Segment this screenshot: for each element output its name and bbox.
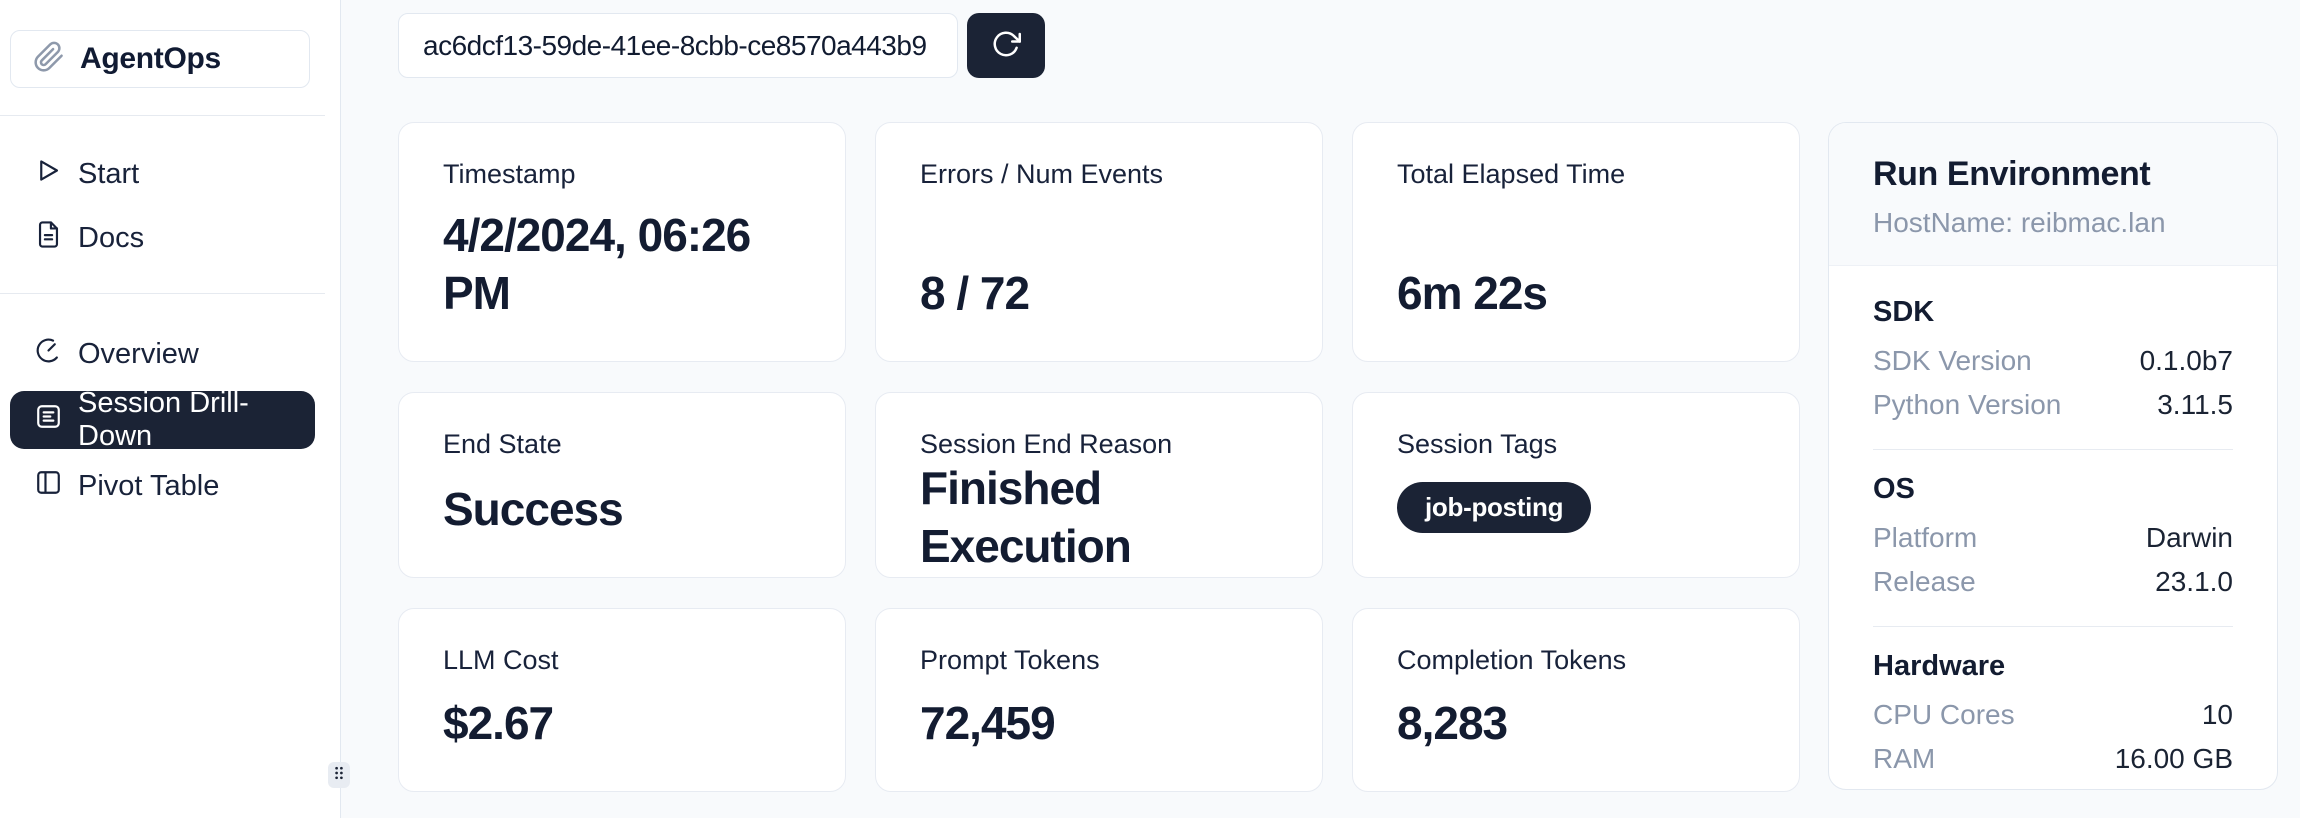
sidebar-item-label: Session Drill-Down [78,387,249,452]
env-row-label: Release [1873,565,1976,597]
run-environment-title: Run Environment [1873,155,2151,193]
refresh-icon [991,29,1021,62]
card-value: 8,283 [1397,697,1508,750]
paperclip-icon [33,41,65,78]
card-label: Prompt Tokens [920,645,1100,675]
sidebar-item-overview[interactable]: Overview [10,322,315,386]
env-row-label: CPU Cores [1873,698,2015,730]
card-value: Success [443,483,624,536]
section-heading-hardware: Hardware [1873,649,2006,682]
card-value: $2.67 [443,697,554,750]
brand-logo[interactable]: AgentOps [10,30,310,88]
env-row: Platform Darwin [1873,520,2233,557]
env-row-label: RAM [1873,742,1936,774]
sidebar-divider [0,115,325,116]
hostname-text: HostName: reibmac.lan [1873,207,2166,238]
env-row: Release 23.1.0 [1873,564,2233,601]
card-end-state: End State Success [398,392,846,578]
section-heading-sdk: SDK [1873,296,1935,328]
card-session-tags: Session Tags job-posting [1352,392,1800,578]
card-label: Session Tags [1397,429,1558,459]
sidebar-item-start[interactable]: Start [10,142,315,206]
env-row: SDK Version 0.1.0b7 [1873,343,2233,380]
env-row-value: 10 [2201,698,2233,730]
card-label: LLM Cost [443,645,559,675]
env-row-label: Platform [1873,521,1978,553]
sidebar-item-label: Overview [78,337,199,370]
session-tag-badge: job-posting [1397,482,1592,533]
sidebar-item-label: Start [78,157,140,190]
grip-dots-icon [332,765,346,786]
card-value: 8 / 72 [920,267,1030,320]
card-label: End State [443,429,562,459]
sidebar-primary-nav: Start Docs [10,142,315,270]
session-id-input[interactable] [398,13,958,78]
card-value: 72,459 [920,697,1056,750]
sidebar-item-session-drill-down[interactable]: Session Drill-Down [10,387,315,452]
card-value: Finished Execution [920,462,1132,572]
refresh-button[interactable] [967,13,1045,78]
metric-card-grid: Timestamp 4/2/2024, 06:26 PM Errors / Nu… [398,122,1800,792]
sidebar-item-label: Pivot Table [78,469,220,502]
sidebar-secondary-nav: Overview Session Drill-Down Pivot Table [10,322,315,518]
sidebar-item-docs[interactable]: Docs [10,206,315,270]
gauge-icon [34,336,63,373]
card-timestamp: Timestamp 4/2/2024, 06:26 PM [398,122,846,362]
env-row-value: 3.11.5 [2157,388,2233,420]
card-value: 4/2/2024, 06:26 PM [443,209,751,320]
env-row-value: Darwin [2145,521,2233,553]
env-row-value: 0.1.0b7 [2139,345,2233,376]
card-label: Errors / Num Events [920,159,1164,189]
play-icon [34,156,63,193]
card-errors-num-events: Errors / Num Events 8 / 72 [875,122,1323,362]
sidebar-item-label: Docs [78,221,145,254]
divider [1873,625,2233,627]
card-session-end-reason: Session End Reason Finished Execution [875,392,1323,578]
section-heading-os: OS [1873,472,1915,505]
split-panel-icon [34,468,63,505]
env-row-value: 23.1.0 [2155,565,2233,597]
card-value: 6m 22s [1397,267,1548,320]
card-total-elapsed-time: Total Elapsed Time 6m 22s [1352,122,1800,362]
brand-name: AgentOps [80,42,221,75]
env-row-value: 16.00 GB [2114,742,2233,774]
sidebar-item-pivot-table[interactable]: Pivot Table [10,454,315,518]
divider [1873,448,2233,450]
sidebar: AgentOps Start Docs [0,0,341,818]
env-row: CPU Cores 10 [1873,697,2233,734]
document-icon [34,220,63,257]
run-environment-header: Run Environment HostName: reibmac.lan [1829,123,2277,266]
env-row: Python Version 3.11.5 [1873,387,2233,424]
card-completion-tokens: Completion Tokens 8,283 [1352,608,1800,792]
card-label: Total Elapsed Time [1397,159,1626,189]
run-environment-body: SDK SDK Version 0.1.0b7 Python Version 3… [1829,266,2277,778]
env-row-label: Python Version [1873,388,2062,420]
card-label: Timestamp [443,159,576,189]
run-environment-panel: Run Environment HostName: reibmac.lan SD… [1828,122,2278,790]
card-label: Completion Tokens [1397,645,1627,675]
card-llm-cost: LLM Cost $2.67 [398,608,846,792]
sidebar-divider [0,293,325,294]
env-row-label: SDK Version [1873,345,2032,376]
card-prompt-tokens: Prompt Tokens 72,459 [875,608,1323,792]
sidebar-resize-handle[interactable] [328,762,350,788]
env-row: RAM 16.00 GB [1873,741,2233,778]
session-topbar [398,13,1045,78]
list-panel-icon [34,402,63,439]
card-label: Session End Reason [920,429,1173,459]
